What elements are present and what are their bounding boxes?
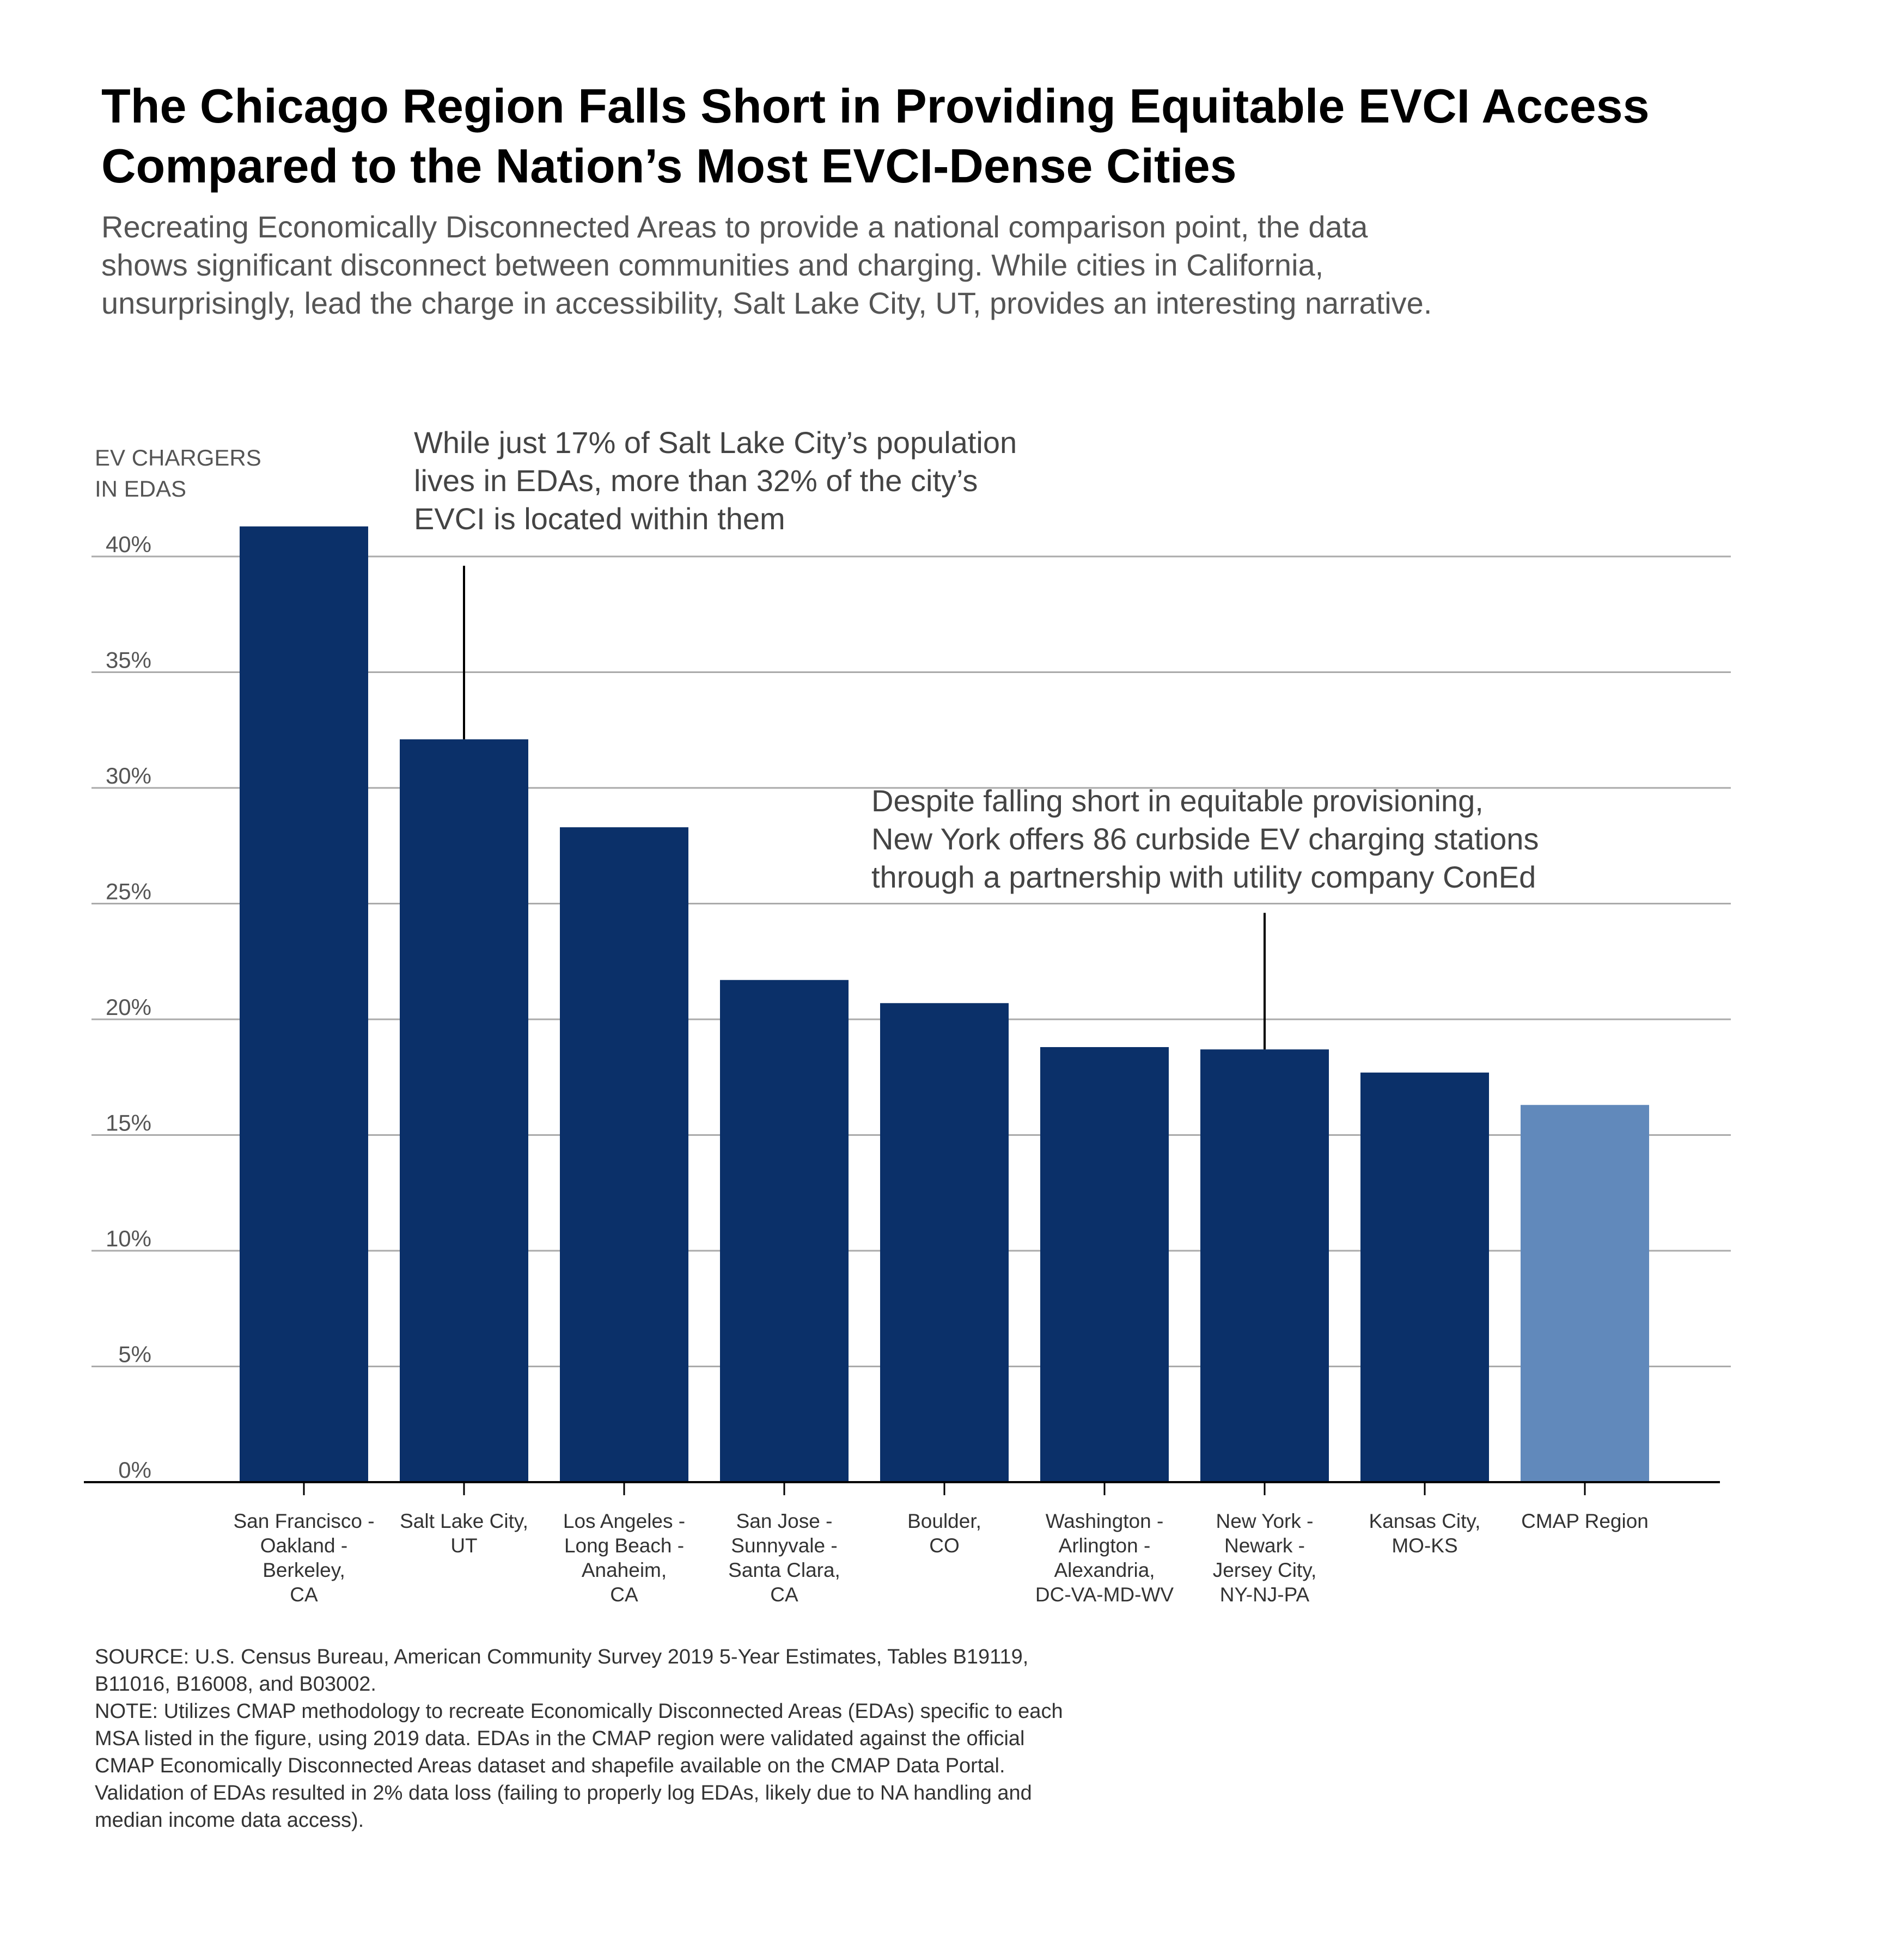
annotation-text: EVCI is located within them [414, 501, 785, 536]
title-line: Compared to the Nation’s Most EVCI-Dense… [101, 139, 1237, 193]
y-tick-label: 15% [106, 1110, 151, 1136]
footnote: SOURCE: U.S. Census Bureau, American Com… [95, 1643, 1266, 1834]
x-category-label: Arlington - [1059, 1534, 1151, 1557]
x-category-label: DC-VA-MD-WV [1035, 1583, 1174, 1606]
bar [1040, 1047, 1169, 1482]
x-category-label: MO-KS [1392, 1534, 1457, 1557]
y-tick-label: 40% [106, 531, 151, 557]
x-category-label: New York - [1216, 1510, 1314, 1532]
x-category-label: Kansas City, [1369, 1510, 1481, 1532]
x-category-label: UT [450, 1534, 477, 1557]
x-category-label: Sunnyvale - [731, 1534, 837, 1557]
bar [880, 1003, 1009, 1482]
y-axis-label: IN EDAS [95, 476, 186, 501]
y-tick-label: 5% [118, 1342, 151, 1367]
x-category-label: Boulder, [907, 1510, 981, 1532]
annotation-text: New York offers 86 curbside EV charging … [871, 822, 1539, 856]
x-category-label: Newark - [1224, 1534, 1305, 1557]
x-category-label: Washington - [1046, 1510, 1164, 1532]
x-category-label: CO [929, 1534, 960, 1557]
bar [240, 526, 368, 1482]
source-line: SOURCE: U.S. Census Bureau, American Com… [95, 1646, 1029, 1668]
x-category-label: San Francisco - [233, 1510, 374, 1532]
note-line: CMAP Economically Disconnected Areas dat… [95, 1754, 1005, 1777]
note-line: MSA listed in the figure, using 2019 dat… [95, 1727, 1025, 1750]
y-tick-label: 25% [106, 879, 151, 904]
title-line: The Chicago Region Falls Short in Provid… [101, 79, 1650, 133]
bar [560, 827, 688, 1482]
source-line: B11016, B16008, and B03002. [95, 1673, 376, 1696]
x-category-label: CA [610, 1583, 638, 1606]
x-category-label: Anaheim, [582, 1559, 667, 1581]
x-category-label: Los Angeles - [563, 1510, 685, 1532]
bar [1521, 1105, 1649, 1482]
annotation-text: While just 17% of Salt Lake City’s popul… [414, 425, 1017, 460]
bar [400, 739, 528, 1482]
x-category-label: CMAP Region [1521, 1510, 1649, 1532]
bar [1200, 1049, 1329, 1482]
y-axis-label: EV CHARGERS [95, 445, 261, 470]
note-line: NOTE: Utilizes CMAP methodology to recre… [95, 1700, 1063, 1723]
x-category-label: CA [770, 1583, 798, 1606]
x-category-label: CA [290, 1583, 318, 1606]
x-category-label: San Jose - [736, 1510, 833, 1532]
y-tick-label: 10% [106, 1226, 151, 1251]
x-category-label: Santa Clara, [728, 1559, 840, 1581]
x-category-label: NY-NJ-PA [1220, 1583, 1310, 1606]
x-category-label: Oakland - [260, 1534, 347, 1557]
x-category-label: Jersey City, [1213, 1559, 1317, 1581]
subtitle-line: unsurprisingly, lead the charge in acces… [101, 286, 1432, 320]
x-category-label: Berkeley, [263, 1559, 345, 1581]
annotation-text: through a partnership with utility compa… [871, 860, 1536, 894]
y-tick-label: 30% [106, 763, 151, 788]
note-line: median income data access). [95, 1809, 364, 1832]
annotation-text: Despite falling short in equitable provi… [871, 784, 1484, 818]
x-category-label: Salt Lake City, [400, 1510, 528, 1532]
subtitle-line: Recreating Economically Disconnected Are… [101, 210, 1368, 244]
note-line: Validation of EDAs resulted in 2% data l… [95, 1782, 1032, 1805]
annotation-text: lives in EDAs, more than 32% of the city… [414, 463, 978, 498]
chart-subtitle: Recreating Economically Disconnected Are… [101, 208, 1708, 322]
x-category-label: Alexandria, [1054, 1559, 1155, 1581]
bar [720, 980, 849, 1482]
y-tick-label: 35% [106, 647, 151, 673]
subtitle-line: shows significant disconnect between com… [101, 248, 1324, 282]
bar [1360, 1072, 1489, 1482]
chart-title: The Chicago Region Falls Short in Provid… [101, 76, 1790, 196]
x-category-label: Long Beach - [564, 1534, 684, 1557]
y-tick-label: 20% [106, 994, 151, 1020]
y-tick-label: 0% [118, 1457, 151, 1483]
